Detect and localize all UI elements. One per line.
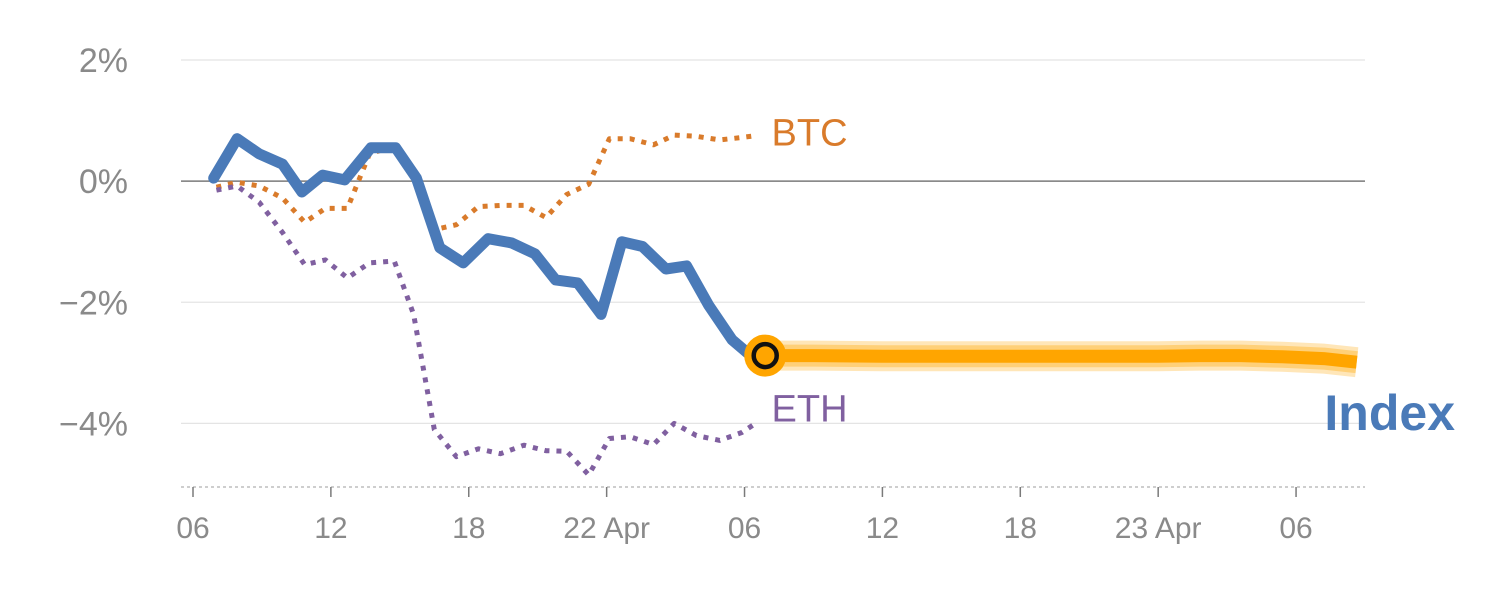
x-tick-label: 22 Apr (563, 512, 650, 545)
series-label-eth: ETH (772, 388, 848, 430)
x-tick-label: 12 (314, 512, 347, 545)
y-tick-label: 2% (79, 42, 128, 80)
label-layer: BTC ETH Index (772, 113, 1456, 441)
x-tick-label: 18 (452, 512, 485, 545)
y-tick-label: −2% (59, 284, 128, 322)
current-marker-outer (744, 334, 787, 377)
series-layer (208, 132, 1359, 478)
series-label-index: Index (1324, 385, 1455, 441)
current-marker-ring (751, 341, 779, 370)
forecast-line (765, 349, 1358, 369)
x-tick-label: 06 (176, 512, 209, 545)
y-tick-label: 0% (79, 163, 128, 201)
x-tick-label: 06 (728, 512, 761, 545)
y-tick-label: −4% (59, 405, 128, 443)
x-tick-label: 18 (1004, 512, 1037, 545)
series-line-index (208, 133, 762, 366)
marker-layer (744, 334, 787, 377)
x-tick-label: 12 (866, 512, 899, 545)
grid-layer (181, 59, 1365, 425)
x-tick-label: 06 (1279, 512, 1312, 545)
x-tick-label: 23 Apr (1115, 512, 1202, 545)
axis-layer: 2% 0% −2% −4% 06 12 18 22 Apr 06 12 18 23 Apr 06 (59, 42, 1365, 545)
series-label-btc: BTC (772, 113, 848, 155)
series-line-eth (215, 183, 757, 478)
